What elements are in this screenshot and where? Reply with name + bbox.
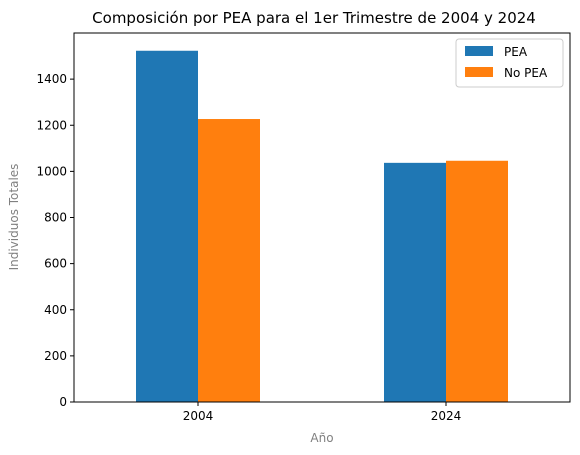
legend: PEA No PEA [455,38,564,88]
legend-swatch [465,67,493,77]
y-axis: 0 200 400 600 800 1000 1200 1400 [36,72,74,409]
y-tick-label: 400 [44,303,67,317]
y-tick-label: 200 [44,349,67,363]
x-axis: 2004 2024 [183,402,462,423]
legend-label: PEA [504,45,528,59]
bar-no-pea-2024 [446,160,508,402]
y-axis-label: Individuos Totales [7,164,21,271]
y-tick-label: 800 [44,211,67,225]
y-tick-label: 0 [59,395,67,409]
y-tick-label: 1400 [36,72,67,86]
x-tick-label: 2024 [431,409,462,423]
y-tick-label: 1000 [36,164,67,178]
bar-pea-2004 [136,50,198,403]
y-tick-label: 600 [44,257,67,271]
y-tick-label: 1200 [36,118,67,132]
bar-pea-2024 [384,162,446,402]
legend-swatch [465,46,493,56]
x-axis-label: Año [310,431,333,445]
chart-title: Composición por PEA para el 1er Trimestr… [92,9,536,27]
bar-no-pea-2004 [198,119,260,402]
legend-label: No PEA [504,66,548,80]
bars-group [136,50,508,403]
x-tick-label: 2004 [183,409,214,423]
